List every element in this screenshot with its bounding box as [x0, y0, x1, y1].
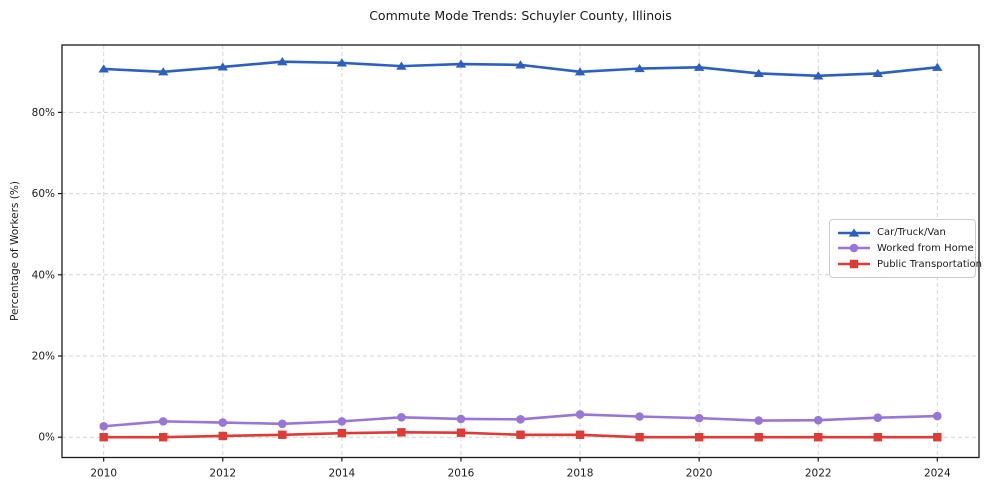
data-point-marker: [694, 432, 704, 442]
y-tick-label: 0%: [38, 432, 55, 444]
data-point-marker: [455, 59, 467, 68]
data-point-marker: [218, 431, 227, 441]
data-point-marker: [873, 432, 882, 442]
data-point-marker: [515, 60, 526, 69]
data-point-marker: [278, 430, 287, 439]
legend: Car/Truck/Van Worked from Home Public Tr…: [829, 219, 982, 278]
data-point-marker: [753, 68, 764, 78]
legend-swatch-circle-icon: [838, 242, 870, 254]
data-point-marker: [397, 413, 406, 422]
data-point-marker: [456, 414, 466, 424]
data-point-marker: [872, 68, 883, 78]
data-point-marker: [849, 259, 859, 269]
legend-item-car: Car/Truck/Van: [838, 227, 967, 239]
legend-label-home: Worked from Home: [877, 242, 974, 254]
data-point-marker: [848, 228, 860, 237]
legend-label-car: Car/Truck/Van: [877, 227, 946, 239]
data-point-marker: [933, 432, 942, 442]
x-tick-label: 2020: [686, 468, 713, 480]
data-point-marker: [277, 57, 288, 66]
data-point-marker: [158, 67, 169, 76]
data-point-marker: [635, 412, 644, 421]
data-point-marker: [218, 418, 228, 427]
data-point-marker: [516, 430, 525, 439]
data-point-marker: [158, 417, 168, 426]
y-tick-label: 80%: [32, 107, 55, 119]
legend-item-transit: Public Transportation: [838, 258, 982, 270]
y-tick-label: 40%: [32, 269, 55, 281]
legend-label-transit: Public Transportation: [877, 258, 982, 270]
data-point-marker: [575, 410, 585, 419]
data-point-marker: [754, 416, 763, 425]
data-point-marker: [754, 432, 763, 442]
data-point-marker: [336, 58, 348, 67]
legend-swatch-square-icon: [838, 258, 870, 270]
data-point-marker: [933, 411, 942, 421]
data-point-marker: [396, 61, 407, 70]
plot-frame: [61, 44, 980, 459]
data-point-marker: [813, 415, 823, 425]
x-tick-label: 2012: [209, 468, 236, 480]
y-tick-label: 60%: [32, 188, 55, 200]
data-point-marker: [849, 244, 859, 253]
data-point-marker: [456, 428, 466, 437]
data-point-marker: [516, 415, 525, 424]
data-point-marker: [159, 432, 168, 442]
data-point-marker: [98, 64, 109, 73]
data-point-marker: [634, 63, 645, 73]
x-tick-label: 2024: [924, 468, 951, 480]
data-point-marker: [873, 413, 883, 423]
data-point-marker: [575, 430, 585, 439]
data-point-marker: [278, 419, 287, 429]
data-point-marker: [813, 71, 824, 80]
x-tick-label: 2014: [328, 468, 355, 480]
data-point-marker: [337, 417, 347, 426]
data-point-marker: [574, 67, 586, 76]
data-point-marker: [635, 432, 644, 442]
data-point-marker: [337, 428, 347, 438]
legend-item-home: Worked from Home: [838, 242, 974, 254]
data-point-marker: [693, 62, 705, 71]
data-point-marker: [814, 432, 823, 442]
x-tick-label: 2010: [90, 468, 117, 480]
x-tick-label: 2016: [448, 468, 475, 480]
data-point-marker: [99, 432, 108, 442]
data-point-marker: [397, 428, 406, 437]
data-point-marker: [932, 62, 943, 71]
x-tick-label: 2018: [567, 468, 594, 480]
data-point-marker: [99, 421, 108, 431]
y-tick-label: 20%: [32, 350, 55, 362]
data-point-marker: [694, 413, 704, 423]
chart-title: Commute Mode Trends: Schuyler County, Il…: [369, 8, 672, 23]
data-point-marker: [217, 62, 228, 71]
x-tick-label: 2022: [805, 468, 832, 480]
legend-swatch-triangle-icon: [838, 227, 870, 239]
